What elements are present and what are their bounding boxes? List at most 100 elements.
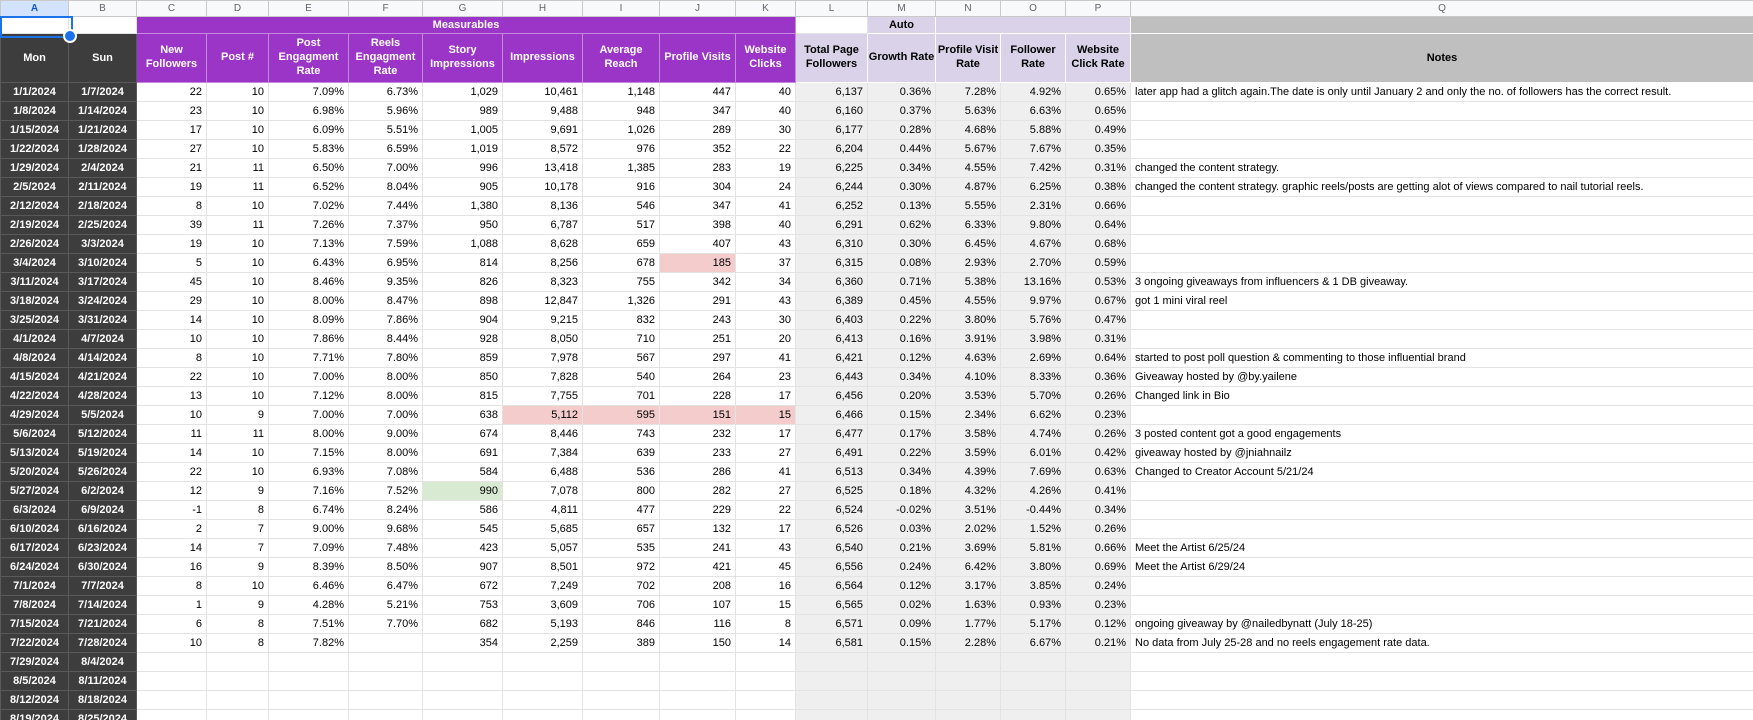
cell-L20[interactable]: 6,466 bbox=[795, 405, 868, 425]
cell-D19[interactable]: 10 bbox=[206, 386, 269, 406]
cell-C21[interactable]: 11 bbox=[136, 424, 207, 444]
cell-O3[interactable]: 4.92% bbox=[1000, 82, 1066, 102]
cell-O16[interactable]: 3.98% bbox=[1000, 329, 1066, 349]
cell-D25[interactable]: 8 bbox=[206, 500, 269, 520]
cell-P4[interactable]: 0.65% bbox=[1065, 101, 1131, 121]
cell-F25[interactable]: 8.24% bbox=[348, 500, 423, 520]
cell-J27[interactable]: 241 bbox=[659, 538, 736, 558]
cell-I28[interactable]: 972 bbox=[582, 557, 660, 577]
cell-O18[interactable]: 8.33% bbox=[1000, 367, 1066, 387]
cell-D28[interactable]: 9 bbox=[206, 557, 269, 577]
cell-M27[interactable]: 0.21% bbox=[867, 538, 936, 558]
cell-F9[interactable]: 7.44% bbox=[348, 196, 423, 216]
cell-I33[interactable] bbox=[582, 652, 660, 672]
cell-D15[interactable]: 10 bbox=[206, 310, 269, 330]
cell-H13[interactable]: 8,323 bbox=[502, 272, 583, 292]
cell-O23[interactable]: 7.69% bbox=[1000, 462, 1066, 482]
cell-E34[interactable] bbox=[268, 671, 349, 691]
cell-E5[interactable]: 6.09% bbox=[268, 120, 349, 140]
cell-O12[interactable]: 2.70% bbox=[1000, 253, 1066, 273]
cell-O10[interactable]: 9.80% bbox=[1000, 215, 1066, 235]
measurable-column-title[interactable]: Website Clicks bbox=[735, 33, 796, 83]
cell-A10[interactable]: 2/19/2024 bbox=[0, 215, 69, 235]
cell-J24[interactable]: 282 bbox=[659, 481, 736, 501]
cell-H31[interactable]: 5,193 bbox=[502, 614, 583, 634]
column-header-L[interactable]: L bbox=[795, 0, 868, 17]
cell-P22[interactable]: 0.42% bbox=[1065, 443, 1131, 463]
cell-G18[interactable]: 850 bbox=[422, 367, 503, 387]
fill-handle[interactable] bbox=[63, 29, 77, 43]
cell-N7[interactable]: 4.55% bbox=[935, 158, 1001, 178]
cell-K10[interactable]: 40 bbox=[735, 215, 796, 235]
cell-D20[interactable]: 9 bbox=[206, 405, 269, 425]
cell-O27[interactable]: 5.81% bbox=[1000, 538, 1066, 558]
cell-E30[interactable]: 4.28% bbox=[268, 595, 349, 615]
measurable-column-title[interactable]: Profile Visits bbox=[659, 33, 736, 83]
cell-A33[interactable]: 7/29/2024 bbox=[0, 652, 69, 672]
cell-C29[interactable]: 8 bbox=[136, 576, 207, 596]
cell-E32[interactable]: 7.82% bbox=[268, 633, 349, 653]
cell-K21[interactable]: 17 bbox=[735, 424, 796, 444]
cell-B22[interactable]: 5/19/2024 bbox=[68, 443, 137, 463]
cell-A25[interactable]: 6/3/2024 bbox=[0, 500, 69, 520]
cell-I14[interactable]: 1,326 bbox=[582, 291, 660, 311]
cell-O9[interactable]: 2.31% bbox=[1000, 196, 1066, 216]
cell-M30[interactable]: 0.02% bbox=[867, 595, 936, 615]
cell-M12[interactable]: 0.08% bbox=[867, 253, 936, 273]
cell-N19[interactable]: 3.53% bbox=[935, 386, 1001, 406]
cell-O34[interactable] bbox=[1000, 671, 1066, 691]
cell-K20[interactable]: 15 bbox=[735, 405, 796, 425]
cell-L10[interactable]: 6,291 bbox=[795, 215, 868, 235]
cell-Q1[interactable] bbox=[1130, 16, 1753, 34]
cell-M19[interactable]: 0.20% bbox=[867, 386, 936, 406]
cell-I21[interactable]: 743 bbox=[582, 424, 660, 444]
cell-G4[interactable]: 989 bbox=[422, 101, 503, 121]
cell-A21[interactable]: 5/6/2024 bbox=[0, 424, 69, 444]
cell-B14[interactable]: 3/24/2024 bbox=[68, 291, 137, 311]
cell-P34[interactable] bbox=[1065, 671, 1131, 691]
cell-P26[interactable]: 0.26% bbox=[1065, 519, 1131, 539]
column-header-O[interactable]: O bbox=[1000, 0, 1066, 17]
cell-I16[interactable]: 710 bbox=[582, 329, 660, 349]
cell-O21[interactable]: 4.74% bbox=[1000, 424, 1066, 444]
cell-N20[interactable]: 2.34% bbox=[935, 405, 1001, 425]
cell-I36[interactable] bbox=[582, 709, 660, 720]
cell-J28[interactable]: 421 bbox=[659, 557, 736, 577]
cell-K33[interactable] bbox=[735, 652, 796, 672]
cell-L36[interactable] bbox=[795, 709, 868, 720]
cell-A14[interactable]: 3/18/2024 bbox=[0, 291, 69, 311]
cell-D30[interactable]: 9 bbox=[206, 595, 269, 615]
cell-P16[interactable]: 0.31% bbox=[1065, 329, 1131, 349]
cell-K15[interactable]: 30 bbox=[735, 310, 796, 330]
cell-A20[interactable]: 4/29/2024 bbox=[0, 405, 69, 425]
cell-G16[interactable]: 928 bbox=[422, 329, 503, 349]
cell-K4[interactable]: 40 bbox=[735, 101, 796, 121]
cell-C35[interactable] bbox=[136, 690, 207, 710]
cell-M9[interactable]: 0.13% bbox=[867, 196, 936, 216]
cell-P25[interactable]: 0.34% bbox=[1065, 500, 1131, 520]
cell-G3[interactable]: 1,029 bbox=[422, 82, 503, 102]
cell-K22[interactable]: 27 bbox=[735, 443, 796, 463]
cell-E28[interactable]: 8.39% bbox=[268, 557, 349, 577]
cell-E26[interactable]: 9.00% bbox=[268, 519, 349, 539]
cell-D5[interactable]: 10 bbox=[206, 120, 269, 140]
cell-Q30[interactable] bbox=[1130, 595, 1753, 615]
cell-Q16[interactable] bbox=[1130, 329, 1753, 349]
cell-K7[interactable]: 19 bbox=[735, 158, 796, 178]
cell-N34[interactable] bbox=[935, 671, 1001, 691]
cell-O31[interactable]: 5.17% bbox=[1000, 614, 1066, 634]
cell-B25[interactable]: 6/9/2024 bbox=[68, 500, 137, 520]
cell-L8[interactable]: 6,244 bbox=[795, 177, 868, 197]
cell-P3[interactable]: 0.65% bbox=[1065, 82, 1131, 102]
cell-I12[interactable]: 678 bbox=[582, 253, 660, 273]
cell-N28[interactable]: 6.42% bbox=[935, 557, 1001, 577]
cell-I27[interactable]: 535 bbox=[582, 538, 660, 558]
cell-P30[interactable]: 0.23% bbox=[1065, 595, 1131, 615]
cell-I5[interactable]: 1,026 bbox=[582, 120, 660, 140]
cell-B34[interactable]: 8/11/2024 bbox=[68, 671, 137, 691]
cell-E9[interactable]: 7.02% bbox=[268, 196, 349, 216]
cell-E27[interactable]: 7.09% bbox=[268, 538, 349, 558]
cell-C20[interactable]: 10 bbox=[136, 405, 207, 425]
cell-G11[interactable]: 1,088 bbox=[422, 234, 503, 254]
cell-F26[interactable]: 9.68% bbox=[348, 519, 423, 539]
